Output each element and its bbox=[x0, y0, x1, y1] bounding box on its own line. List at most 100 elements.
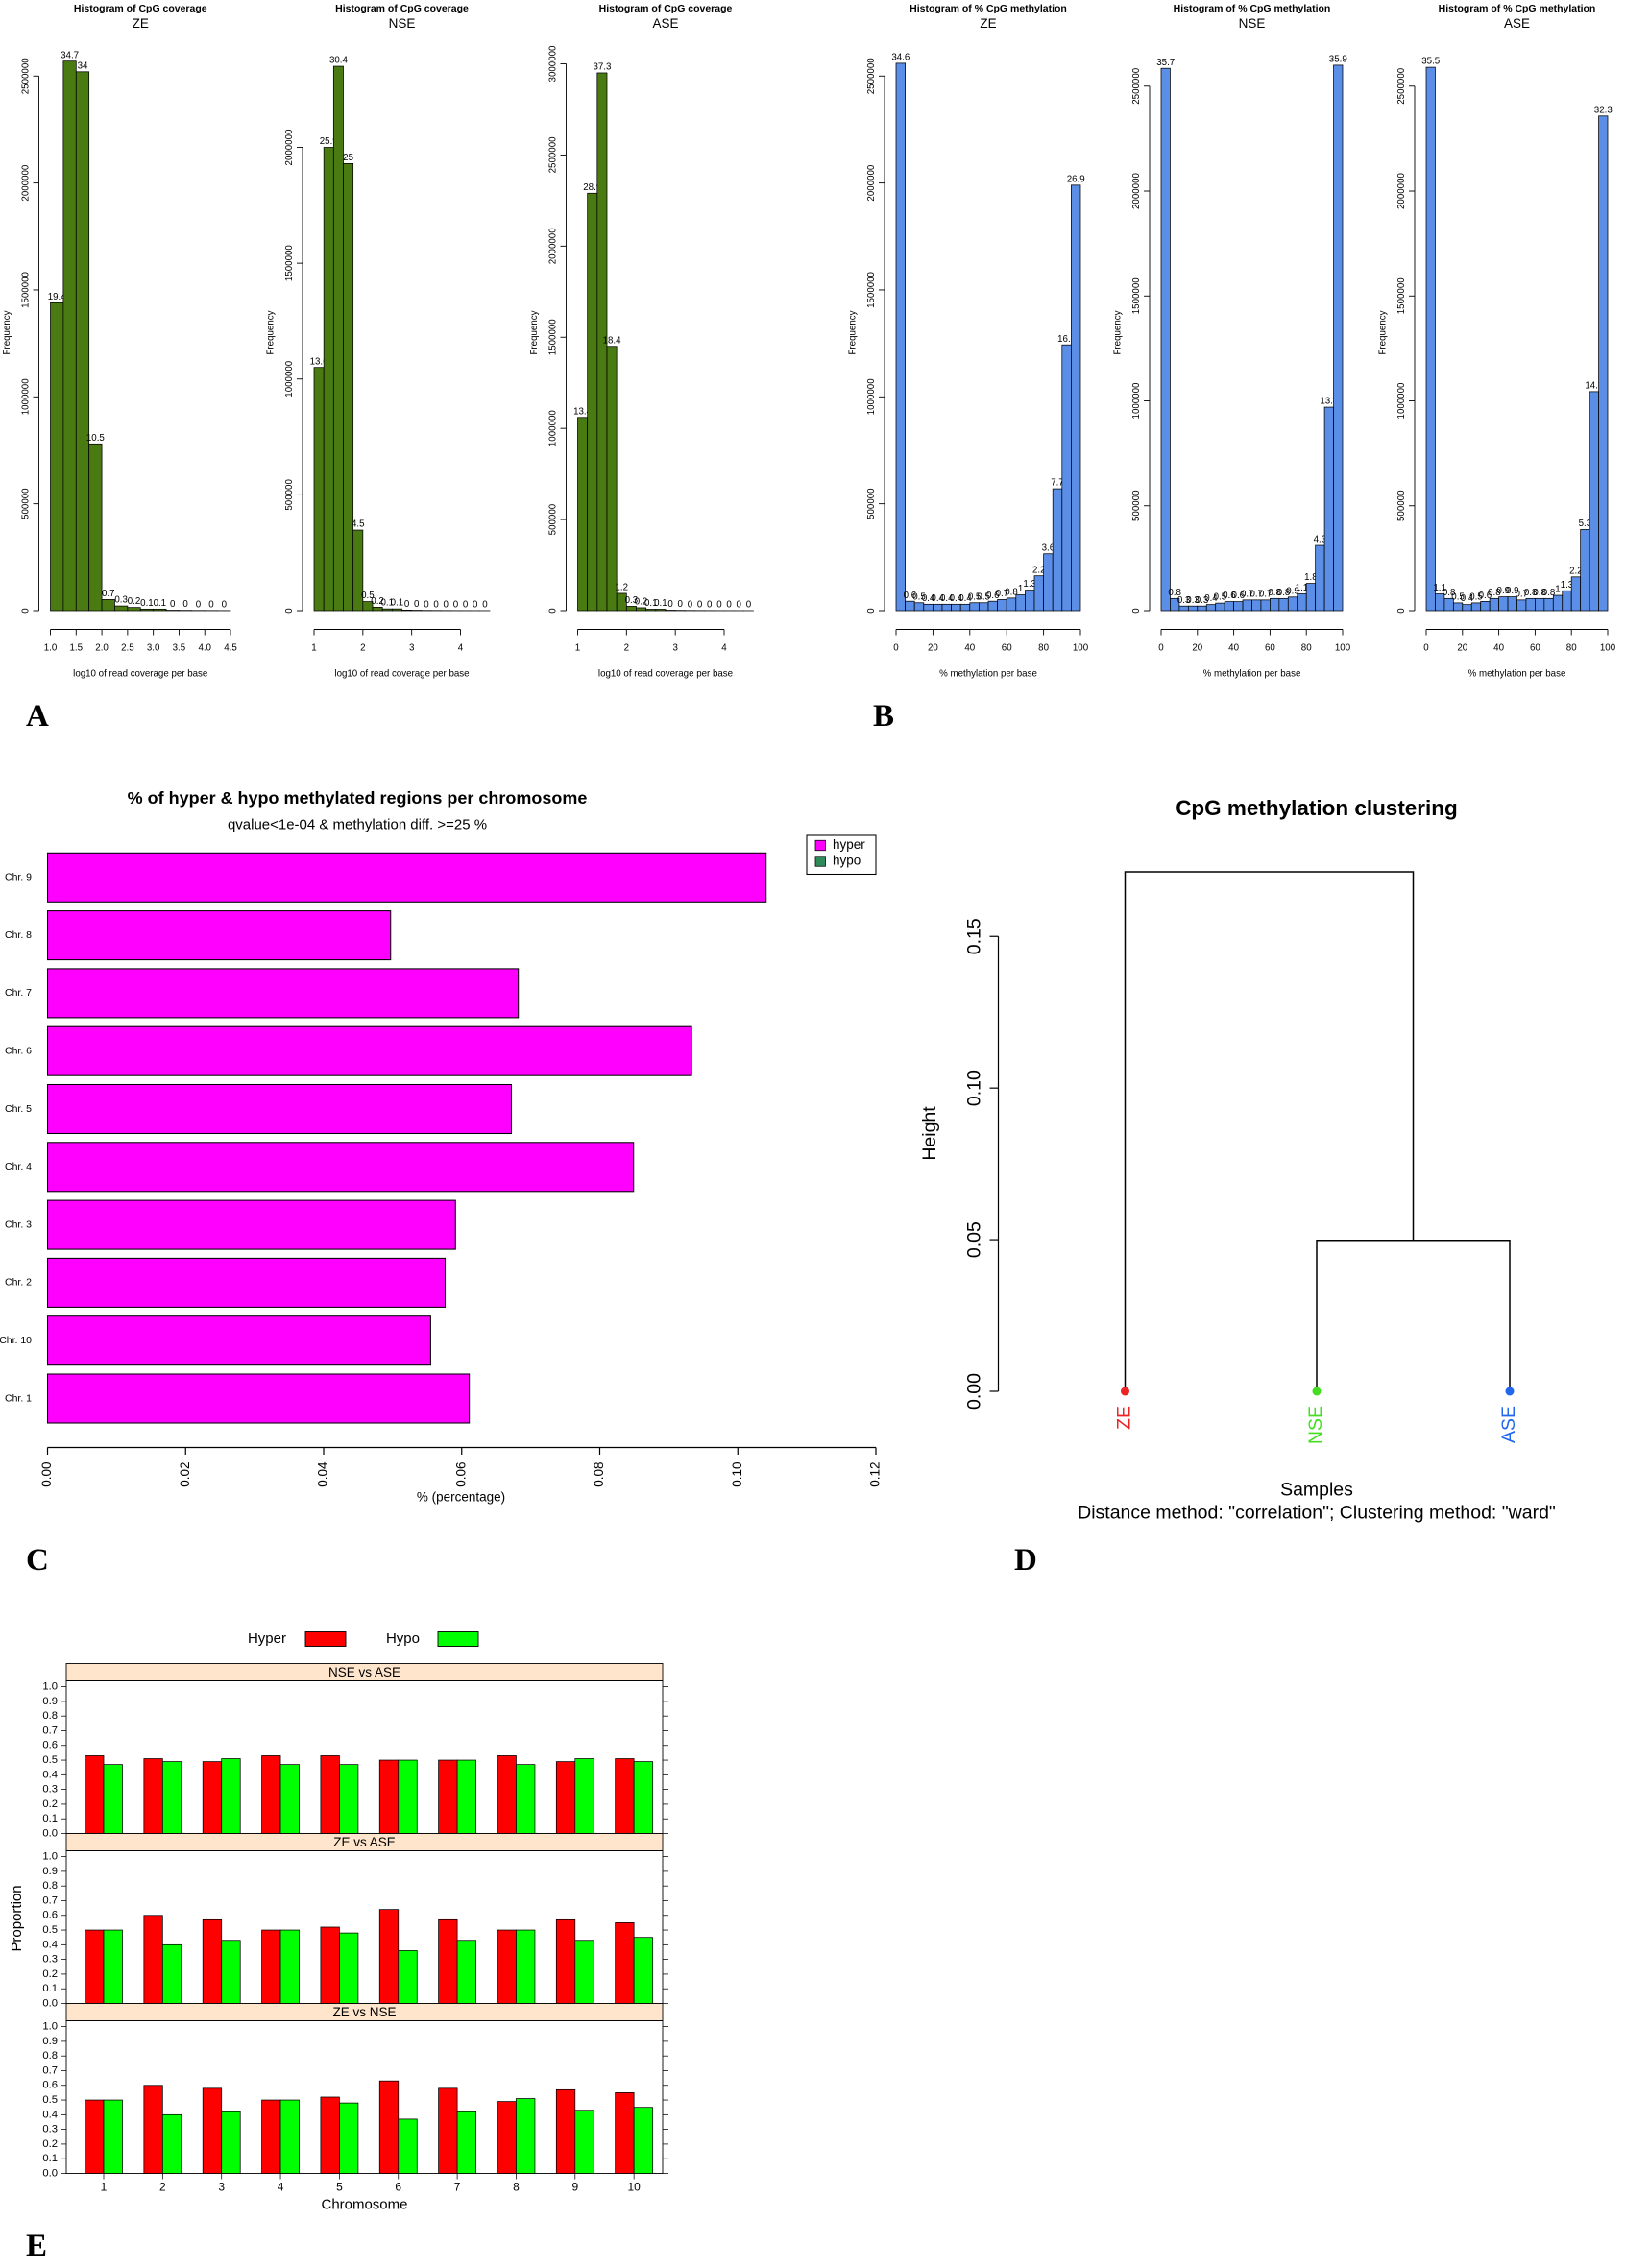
bar bbox=[1552, 594, 1564, 612]
legend-swatch bbox=[814, 839, 826, 852]
y-tick-label: 3000000 bbox=[548, 45, 559, 82]
bar-label: 0.1 bbox=[391, 598, 404, 609]
bar bbox=[332, 65, 344, 612]
y-tick-label: 1000000 bbox=[866, 378, 877, 415]
x-tick-label: 8 bbox=[513, 2181, 520, 2194]
bar-label: 0.3 bbox=[1177, 595, 1191, 606]
bar bbox=[574, 2110, 594, 2174]
bar bbox=[143, 1758, 163, 1834]
panel-label: D bbox=[1014, 1543, 1037, 1578]
bar bbox=[633, 2107, 654, 2174]
bar-label: 0.5 bbox=[968, 591, 982, 602]
bar bbox=[202, 1761, 223, 1834]
bar-label: 0.4 bbox=[950, 593, 963, 604]
bar bbox=[46, 1373, 471, 1424]
bar-label: 0 bbox=[463, 599, 469, 610]
chart-title: Histogram of % CpG methylation bbox=[910, 4, 1067, 14]
bar-label: 3.6 bbox=[1042, 543, 1055, 553]
bar bbox=[85, 1755, 105, 1834]
y-tick-label: 1500000 bbox=[21, 271, 32, 307]
bar bbox=[221, 1758, 241, 1834]
y-tick-label: 0.8 bbox=[42, 2050, 58, 2062]
bar-label: 0.9 bbox=[1506, 586, 1519, 596]
bar-label: 0 bbox=[414, 599, 420, 610]
bar-label: 25.9 bbox=[320, 136, 338, 147]
bar bbox=[1570, 576, 1582, 612]
y-tick-label: 2000000 bbox=[866, 164, 877, 201]
x-tick-label: 80 bbox=[1038, 643, 1049, 654]
chart-subtitle: NSE bbox=[1239, 16, 1266, 31]
y-tick-label: 2500000 bbox=[1396, 67, 1407, 104]
bar-label: 0.1 bbox=[140, 598, 154, 609]
bar-label: 0.8 bbox=[1168, 588, 1181, 598]
bar bbox=[362, 601, 374, 612]
y-tick-label: 1000000 bbox=[548, 410, 559, 446]
bar-label: 0.6 bbox=[1223, 591, 1236, 601]
panel-title: ZE vs ASE bbox=[333, 1835, 395, 1849]
bar bbox=[616, 592, 627, 612]
bar bbox=[456, 1940, 476, 2004]
y-tick-label: Chr. 2 bbox=[5, 1278, 32, 1289]
bar-label: 1.3 bbox=[1561, 580, 1574, 591]
bar-label: 4.5 bbox=[352, 519, 365, 530]
x-tick-label: 3 bbox=[218, 2181, 225, 2194]
bar-label: 0.5 bbox=[1214, 592, 1227, 603]
y-tick-label: 0.8 bbox=[42, 1710, 58, 1722]
y-axis-label: Frequency bbox=[266, 310, 277, 354]
bar bbox=[313, 367, 325, 612]
x-tick-label: 1.0 bbox=[44, 643, 58, 654]
bar-label: 0.7 bbox=[1259, 589, 1273, 599]
bar-label: 0 bbox=[424, 599, 429, 610]
bar-label: 37.3 bbox=[593, 62, 611, 73]
bar-label: 34 bbox=[78, 60, 88, 71]
bar bbox=[645, 609, 657, 612]
bar bbox=[398, 1950, 418, 2004]
y-tick-label: 0 bbox=[21, 608, 32, 614]
bar bbox=[320, 2096, 340, 2174]
y-tick-label: 0 bbox=[1396, 608, 1407, 614]
bar bbox=[1025, 590, 1035, 612]
bar bbox=[1033, 575, 1044, 612]
bar bbox=[1197, 605, 1207, 612]
y-axis-label: Frequency bbox=[529, 310, 540, 354]
bar bbox=[1270, 597, 1280, 612]
bar-label: 7.7 bbox=[1051, 478, 1064, 489]
chart-subtitle: ZE bbox=[980, 16, 996, 31]
bar bbox=[62, 60, 77, 612]
y-tick-label: 0.2 bbox=[42, 2138, 58, 2150]
y-tick-label: 0 bbox=[866, 608, 877, 614]
bar bbox=[516, 1929, 536, 2004]
y-tick-label: 0.7 bbox=[42, 1725, 58, 1736]
x-axis-label: log10 of read coverage per base bbox=[73, 669, 207, 680]
panel-frame bbox=[65, 2020, 664, 2174]
bar-label: 0.3 bbox=[625, 595, 639, 606]
bar bbox=[1205, 604, 1217, 612]
bar-label: 1.1 bbox=[1433, 583, 1446, 593]
bar bbox=[378, 1909, 400, 2004]
bar-label: 1 bbox=[1018, 584, 1023, 594]
y-tick-label: 0.10 bbox=[964, 1070, 985, 1106]
bar bbox=[959, 603, 971, 612]
bar-label: 32.3 bbox=[1594, 105, 1613, 115]
bar bbox=[46, 968, 520, 1019]
x-tick-label: 0 bbox=[1423, 643, 1429, 654]
chart-title: Histogram of % CpG methylation bbox=[1439, 4, 1596, 14]
bar bbox=[905, 600, 915, 612]
bar-label: 0.8 bbox=[1488, 588, 1501, 598]
x-tick-label: 80 bbox=[1301, 643, 1312, 654]
x-axis-label: Samples bbox=[1280, 1480, 1353, 1501]
bar-label: 0.8 bbox=[1005, 587, 1018, 597]
bar bbox=[456, 2111, 476, 2174]
bar bbox=[1061, 344, 1072, 612]
x-axis-label: % methylation per base bbox=[1468, 669, 1566, 680]
bar-label: 28.9 bbox=[583, 182, 601, 193]
y-tick-label: Chr. 1 bbox=[5, 1393, 32, 1404]
bar-label: 0.1 bbox=[644, 598, 658, 609]
x-tick-label: 7 bbox=[454, 2181, 461, 2194]
bar bbox=[1015, 594, 1026, 612]
legend-label: hypo bbox=[833, 854, 861, 868]
y-tick-label: 2000000 bbox=[1396, 172, 1407, 208]
x-axis-label: % methylation per base bbox=[939, 669, 1037, 680]
y-tick-label: 0.3 bbox=[42, 2124, 58, 2135]
y-tick-label: 0.5 bbox=[42, 2094, 58, 2106]
